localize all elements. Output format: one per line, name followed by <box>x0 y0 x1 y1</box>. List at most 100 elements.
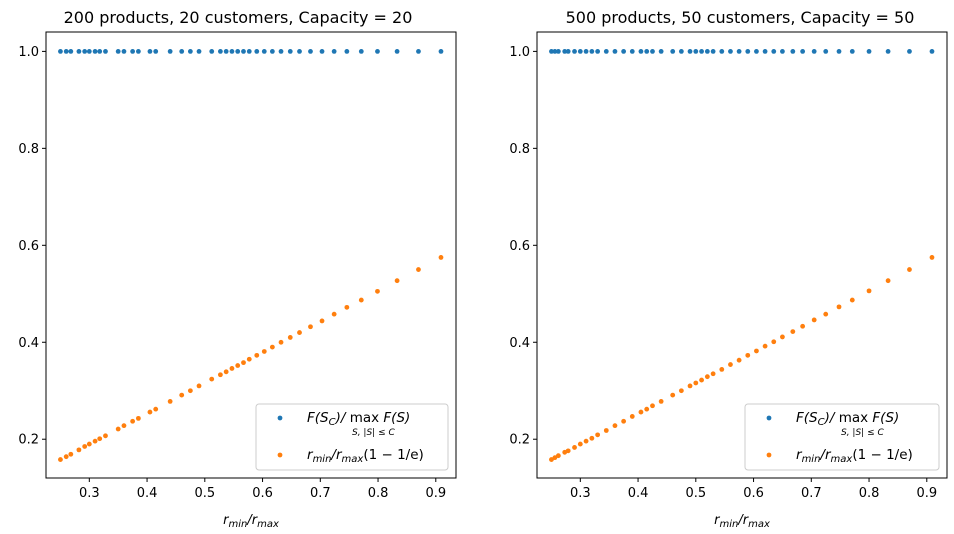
data-point-series-1 <box>375 48 380 54</box>
data-point-series-1 <box>836 48 842 54</box>
data-point-series-2 <box>187 388 193 394</box>
x-axis-label-main: r <box>223 513 230 528</box>
legend-entry-series-1: F(SC)/ max F(S) <box>796 410 899 428</box>
data-point-series-2 <box>358 297 364 303</box>
data-point-series-1 <box>223 48 229 54</box>
data-point-series-1 <box>670 48 676 54</box>
x-tick-label: 0.9 <box>425 486 446 501</box>
data-point-series-1 <box>261 48 267 54</box>
data-point-series-2 <box>555 453 561 459</box>
data-point-series-1 <box>790 48 796 54</box>
data-point-series-1 <box>438 48 444 54</box>
data-point-series-2 <box>866 288 872 294</box>
y-tick-label: 0.6 <box>509 239 530 254</box>
legend-marker-series-2 <box>766 452 772 458</box>
data-point-series-2 <box>687 383 693 389</box>
data-point-series-1 <box>658 48 664 54</box>
x-axis-label-sep: /r <box>246 513 258 528</box>
data-point-series-1 <box>254 48 260 54</box>
data-point-series-2 <box>745 352 751 358</box>
y-tick-label: 1.0 <box>509 45 530 60</box>
y-ticks: 0.2 0.4 0.6 0.8 1.0 <box>509 45 537 448</box>
data-point-series-2 <box>86 441 92 447</box>
x-tick-label: 0.3 <box>79 486 100 501</box>
data-point-series-1 <box>549 48 554 54</box>
data-point-series-1 <box>235 48 241 54</box>
data-point-series-2 <box>907 267 912 272</box>
data-point-series-2 <box>929 255 935 260</box>
data-point-series-2 <box>196 383 202 389</box>
data-point-series-2 <box>241 360 246 366</box>
x-ticks: 0.3 0.4 0.5 0.6 0.7 0.8 0.9 <box>79 478 446 501</box>
data-point-series-1 <box>76 48 82 54</box>
y-tick-label: 0.4 <box>509 336 530 351</box>
data-point-series-2 <box>246 356 252 362</box>
data-point-series-1 <box>754 48 759 54</box>
data-point-series-1 <box>358 48 364 54</box>
data-point-series-1 <box>344 48 350 54</box>
data-point-series-2 <box>319 318 325 324</box>
data-point-series-1 <box>583 48 589 54</box>
data-point-series-1 <box>650 48 655 54</box>
legend-entry-series-2: rmin/rmax(1 − 1/e) <box>307 447 424 465</box>
y-tick-label: 0.4 <box>18 336 39 351</box>
data-point-series-2 <box>885 278 891 284</box>
data-point-series-1 <box>704 48 710 54</box>
data-point-series-2 <box>583 438 589 444</box>
data-point-series-1 <box>710 48 716 54</box>
data-point-series-1 <box>823 48 829 54</box>
data-point-series-2 <box>308 324 313 330</box>
legend-entry-series-1-subscript: S, |S| ≤ C <box>352 428 395 438</box>
data-point-series-1 <box>678 48 684 54</box>
data-point-series-1 <box>179 48 185 54</box>
data-point-series-2 <box>589 435 595 441</box>
data-point-series-2 <box>800 323 806 329</box>
data-point-series-1 <box>82 48 88 54</box>
data-point-series-2 <box>565 448 571 454</box>
data-point-series-2 <box>811 317 817 323</box>
data-point-series-1 <box>572 48 577 54</box>
data-point-series-1 <box>866 48 872 54</box>
data-point-series-1 <box>907 48 912 54</box>
data-point-series-2 <box>297 330 302 335</box>
data-point-series-2 <box>254 352 260 358</box>
data-point-series-1 <box>297 48 302 54</box>
x-tick-label: 0.6 <box>252 486 273 501</box>
data-point-series-1 <box>135 48 141 54</box>
data-point-series-1 <box>121 48 127 54</box>
y-tick-label: 0.6 <box>18 239 39 254</box>
data-point-series-1 <box>416 48 421 54</box>
data-point-series-1 <box>153 48 159 54</box>
data-point-series-1 <box>319 48 325 54</box>
x-axis-label-sub-min: min <box>719 519 738 530</box>
data-point-series-1 <box>728 48 733 54</box>
data-point-series-2 <box>269 344 275 350</box>
x-axis-label: rmin/rmax <box>714 513 770 530</box>
legend-entry-series-1: F(SC)/ max F(S) <box>307 410 410 428</box>
data-point-series-2 <box>121 423 127 429</box>
x-axis-label-main: r <box>714 513 721 528</box>
data-point-series-1 <box>780 48 785 54</box>
data-point-series-2 <box>710 371 716 377</box>
data-point-series-1 <box>63 48 69 54</box>
x-tick-label: 0.7 <box>801 486 822 501</box>
data-point-series-1 <box>103 48 108 54</box>
data-point-series-2 <box>836 304 842 310</box>
subplot-1: 200 products, 20 customers, Capacity = 2… <box>18 8 457 530</box>
data-point-series-2 <box>235 363 241 368</box>
data-point-series-2 <box>103 433 108 439</box>
data-point-series-1 <box>589 48 595 54</box>
x-tick-label: 0.8 <box>368 486 389 501</box>
data-point-series-2 <box>644 406 650 412</box>
data-point-series-2 <box>394 278 400 284</box>
legend: F(SC)/ max F(S) S, |S| ≤ C rmin/rmax(1 −… <box>255 403 449 471</box>
data-point-series-2 <box>287 335 293 340</box>
data-point-series-2 <box>63 454 69 460</box>
x-axis-label-sub-min: min <box>228 519 247 530</box>
data-point-series-2 <box>331 311 337 317</box>
data-point-series-1 <box>331 48 337 54</box>
data-point-series-1 <box>638 48 644 54</box>
data-point-series-2 <box>719 367 725 372</box>
data-point-series-1 <box>147 48 153 54</box>
data-point-series-1 <box>565 48 571 54</box>
